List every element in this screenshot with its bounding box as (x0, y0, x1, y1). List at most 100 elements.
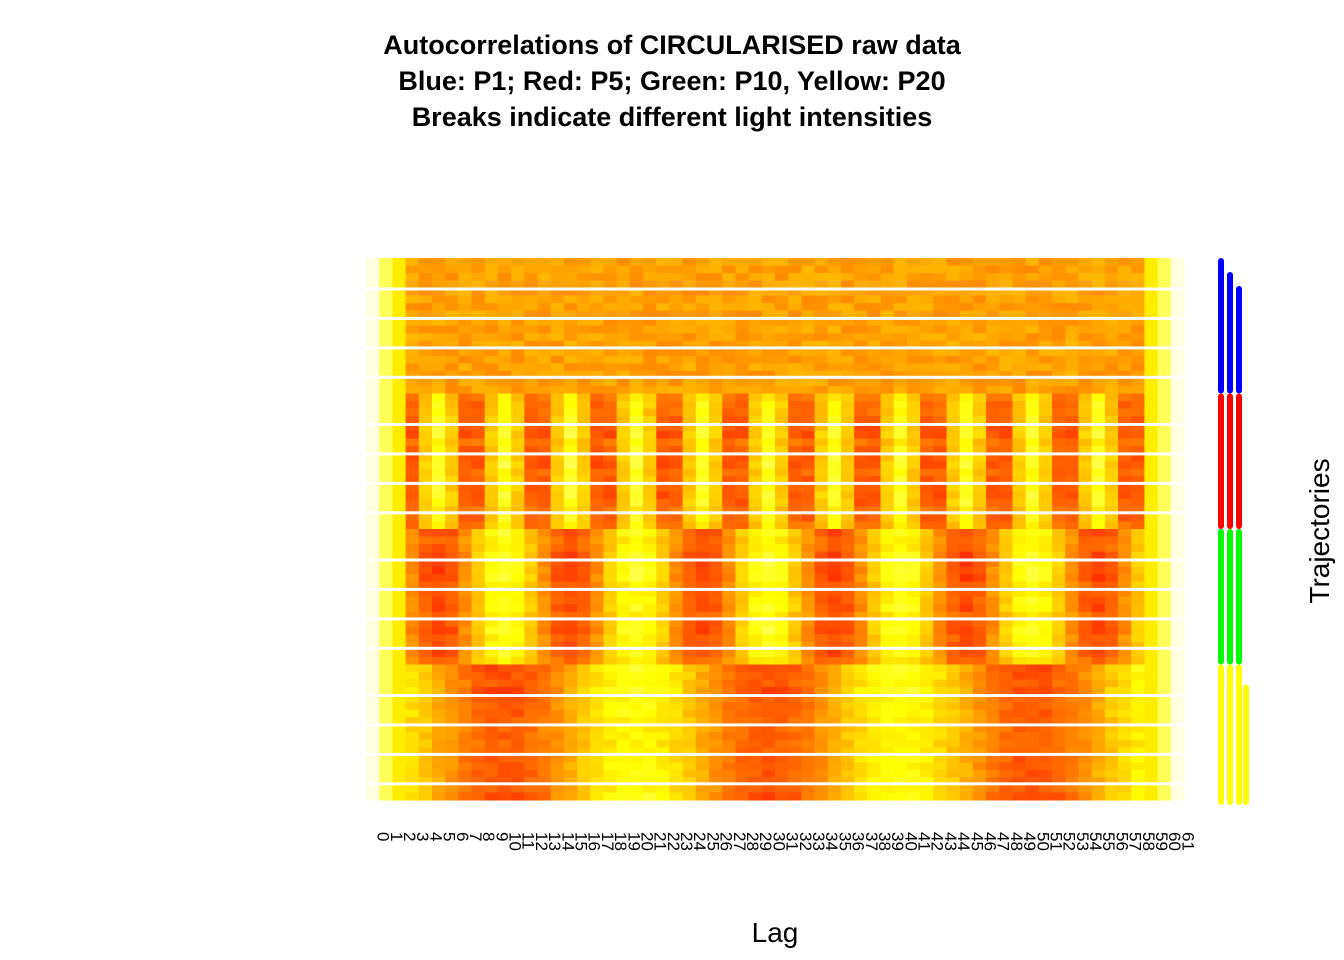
heatmap-cell (1065, 724, 1079, 733)
heatmap-cell (1157, 265, 1172, 274)
heatmap-cell (827, 596, 842, 605)
heatmap-cell (563, 468, 578, 477)
heatmap-cell (629, 265, 644, 274)
heatmap-cell (827, 664, 842, 673)
heatmap-cell (1104, 792, 1119, 801)
heatmap-cell (656, 619, 670, 628)
heatmap-cell (1144, 702, 1159, 711)
heatmap-cell (814, 769, 829, 778)
heatmap-cell (1065, 423, 1079, 432)
heatmap-cell (880, 288, 895, 297)
heatmap-cell (392, 468, 407, 477)
heatmap-cell (1091, 739, 1106, 748)
x-tick-label: 47 (994, 832, 1013, 851)
heatmap-cell (471, 596, 486, 605)
heatmap-cell (840, 672, 855, 681)
heatmap-cell (445, 672, 459, 681)
heatmap-cell (550, 551, 565, 560)
heatmap-cell (497, 468, 512, 477)
heatmap-cell (1118, 280, 1132, 289)
heatmap-cell (1065, 679, 1079, 688)
heatmap-cell (1118, 559, 1132, 568)
heatmap-cell (669, 574, 684, 583)
heatmap-cell (959, 438, 974, 447)
heatmap-cell (458, 446, 473, 455)
heatmap-cell (445, 574, 459, 583)
heatmap-cell (827, 401, 842, 410)
heatmap-cell (735, 461, 750, 470)
heatmap-cell (906, 385, 921, 394)
heatmap-cell (1038, 476, 1053, 485)
heatmap-cell (392, 355, 407, 364)
heatmap-cell (484, 754, 499, 763)
heatmap-cell (1052, 273, 1066, 282)
heatmap-cell (550, 536, 565, 545)
heatmap-cell (1131, 574, 1145, 583)
heatmap-cell (761, 438, 776, 447)
heatmap-cell (550, 416, 565, 425)
x-tick-label: 5 (440, 832, 459, 841)
heatmap-cell (445, 416, 459, 425)
heatmap-cell (1170, 664, 1185, 673)
heatmap-cell (722, 333, 736, 342)
heatmap-cell (392, 536, 407, 545)
heatmap-cell (722, 529, 736, 538)
intensity-break-line (366, 481, 1184, 485)
heatmap-cell (972, 265, 987, 274)
heatmap-cell (854, 513, 868, 522)
heatmap-cell (775, 717, 789, 726)
heatmap-cell (1118, 596, 1132, 605)
heatmap-cell (893, 333, 908, 342)
heatmap-cell (1118, 581, 1132, 590)
heatmap-cell (801, 574, 816, 583)
heatmap-cell (788, 258, 802, 267)
heatmap-cell (1025, 318, 1040, 327)
heatmap-cell (827, 506, 842, 515)
heatmap-cell (656, 446, 670, 455)
heatmap-cell (379, 423, 393, 432)
heatmap-cell (840, 370, 855, 379)
heatmap-cell (643, 611, 657, 620)
heatmap-cell (590, 446, 604, 455)
heatmap-cell (590, 777, 604, 786)
heatmap-cell (1144, 544, 1159, 553)
heatmap-cell (1025, 604, 1040, 613)
heatmap-cell (577, 551, 591, 560)
heatmap-cell (366, 446, 380, 455)
heatmap-cell (1104, 333, 1119, 342)
heatmap-cell (933, 679, 948, 688)
heatmap-cell (814, 664, 829, 673)
heatmap-cell (524, 446, 539, 455)
heatmap-cell (1157, 581, 1172, 590)
heatmap-cell (484, 574, 499, 583)
heatmap-cell (629, 656, 644, 665)
heatmap-cell (906, 461, 921, 470)
heatmap-cell (1091, 777, 1106, 786)
heatmap-cell (748, 769, 763, 778)
heatmap-cell (511, 769, 525, 778)
heatmap-cell (999, 483, 1013, 492)
heatmap-cell (972, 446, 987, 455)
heatmap-cell (827, 687, 842, 696)
heatmap-cell (840, 280, 855, 289)
heatmap-cell (511, 626, 525, 635)
heatmap-cell (524, 581, 539, 590)
heatmap-cell (1025, 288, 1040, 297)
heatmap-cell (761, 310, 776, 319)
heatmap-cell (1038, 687, 1053, 696)
heatmap-cell (1012, 709, 1027, 718)
heatmap-cell (1104, 544, 1119, 553)
heatmap-cell (590, 649, 604, 658)
heatmap-cell (669, 408, 684, 417)
heatmap-cell (669, 325, 684, 334)
heatmap-cell (497, 393, 512, 402)
heatmap-cell (788, 717, 802, 726)
heatmap-cell (880, 461, 895, 470)
heatmap-cell (524, 325, 539, 334)
heatmap-cell (959, 672, 974, 681)
heatmap-cell (418, 461, 433, 470)
heatmap-cell (392, 265, 407, 274)
heatmap-cell (379, 378, 393, 387)
heatmap-cell (550, 461, 565, 470)
heatmap-cell (801, 521, 816, 530)
